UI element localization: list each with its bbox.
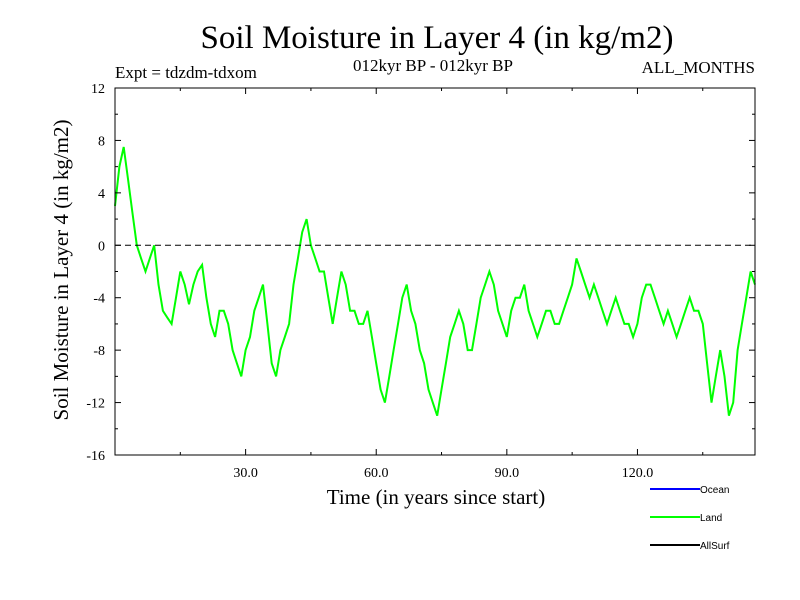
- y-tick-label: -8: [93, 344, 105, 359]
- series-line-land: [114, 146, 756, 417]
- x-tick-label: 120.0: [622, 466, 654, 481]
- y-tick-label: 12: [91, 82, 105, 97]
- y-tick-label: -4: [93, 292, 105, 307]
- legend: Ocean Land AllSurf: [650, 485, 730, 552]
- x-tick-label: 30.0: [233, 466, 258, 481]
- y-tick-label: 8: [98, 134, 105, 149]
- x-tick-label: 90.0: [495, 466, 520, 481]
- plot-area: -16 -12 -8 -4 0 4 8 12 30.0 60.0 90.0 120.0: [86, 82, 756, 481]
- y-tick-label: 4: [98, 187, 105, 202]
- x-tick-label: 60.0: [364, 466, 389, 481]
- legend-label-allsurf: AllSurf: [700, 541, 730, 552]
- y-tick-label: -12: [86, 397, 105, 412]
- chart-title: Soil Moisture in Layer 4 (in kg/m2): [201, 20, 674, 56]
- period-label: 012kyr BP - 012kyr BP: [353, 56, 513, 75]
- plot-frame: [114, 87, 756, 456]
- experiment-label: Expt = tdzdm-tdxom: [115, 63, 257, 82]
- x-axis-label: Time (in years since start): [327, 485, 546, 509]
- legend-label-land: Land: [700, 513, 722, 524]
- y-axis-label: Soil Moisture in Layer 4 (in kg/m2): [49, 120, 73, 421]
- legend-label-ocean: Ocean: [700, 485, 729, 496]
- months-label: ALL_MONTHS: [642, 58, 755, 77]
- y-tick-label: 0: [98, 239, 105, 254]
- y-tick-label: -16: [86, 449, 105, 464]
